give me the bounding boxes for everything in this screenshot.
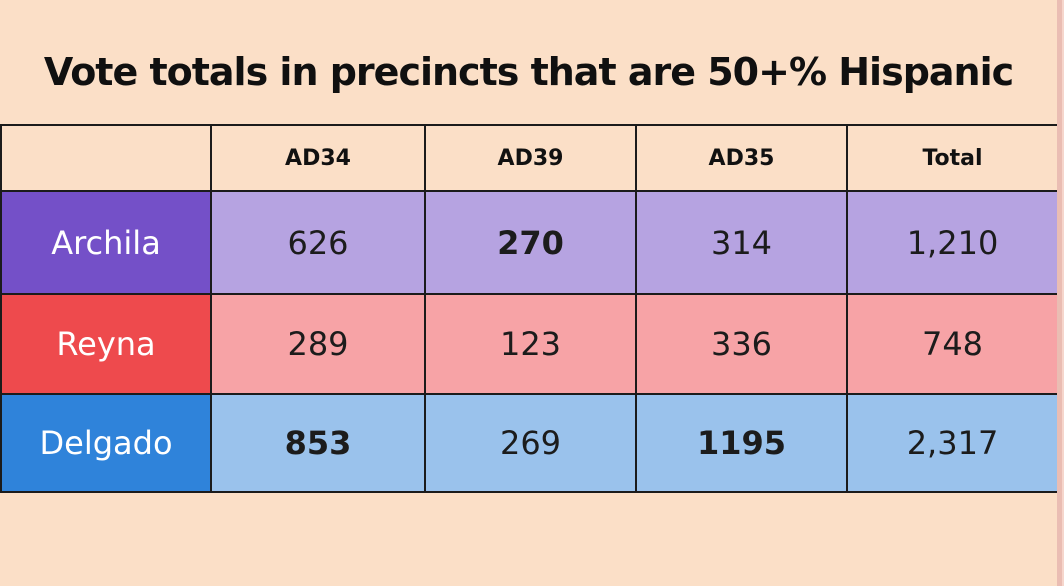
- cell-delgado-ad39: 269: [424, 393, 637, 493]
- cell-reyna-ad34: 289: [210, 293, 426, 395]
- vote-totals-table: AD34 AD39 AD35 Total Archila 626 270 314…: [0, 124, 1059, 493]
- cell-archila-ad34: 626: [210, 190, 426, 295]
- header-cell-ad34: AD34: [210, 124, 426, 192]
- cell-delgado-ad35: 1195: [635, 393, 848, 493]
- cell-delgado-ad34: 853: [210, 393, 426, 493]
- row-label-reyna: Reyna: [0, 293, 212, 395]
- right-edge-strip: [1057, 0, 1064, 586]
- header-cell-ad35: AD35: [635, 124, 848, 192]
- cell-reyna-ad35: 336: [635, 293, 848, 395]
- table-row-delgado: Delgado 853 269 1195 2,317: [0, 393, 1059, 493]
- header-cell-empty: [0, 124, 212, 192]
- page-title: Vote totals in precincts that are 50+% H…: [43, 50, 1014, 94]
- table-row-archila: Archila 626 270 314 1,210: [0, 190, 1059, 295]
- row-label-archila: Archila: [0, 190, 212, 295]
- header-cell-ad39: AD39: [424, 124, 637, 192]
- cell-delgado-total: 2,317: [846, 393, 1059, 493]
- header-cell-total: Total: [846, 124, 1059, 192]
- cell-archila-ad39: 270: [424, 190, 637, 295]
- cell-archila-total: 1,210: [846, 190, 1059, 295]
- row-label-delgado: Delgado: [0, 393, 212, 493]
- cell-reyna-total: 748: [846, 293, 1059, 395]
- cell-reyna-ad39: 123: [424, 293, 637, 395]
- table-header-row: AD34 AD39 AD35 Total: [0, 124, 1059, 192]
- table-row-reyna: Reyna 289 123 336 748: [0, 293, 1059, 395]
- cell-archila-ad35: 314: [635, 190, 848, 295]
